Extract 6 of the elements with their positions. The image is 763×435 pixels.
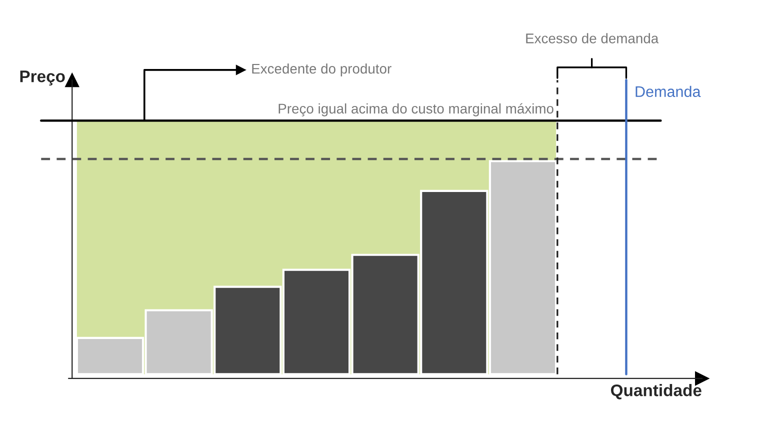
text: Demanda — [636, 86, 701, 98]
text: Excesso de demanda — [526, 33, 659, 44]
ref-line-label: Preço igual acima do custo marginal máximo — [278, 103, 554, 116]
y-axis-title: Preço — [20, 70, 65, 86]
x-axis-title: Quantidade — [610, 384, 702, 400]
text: Excedente do produtor — [252, 63, 392, 76]
